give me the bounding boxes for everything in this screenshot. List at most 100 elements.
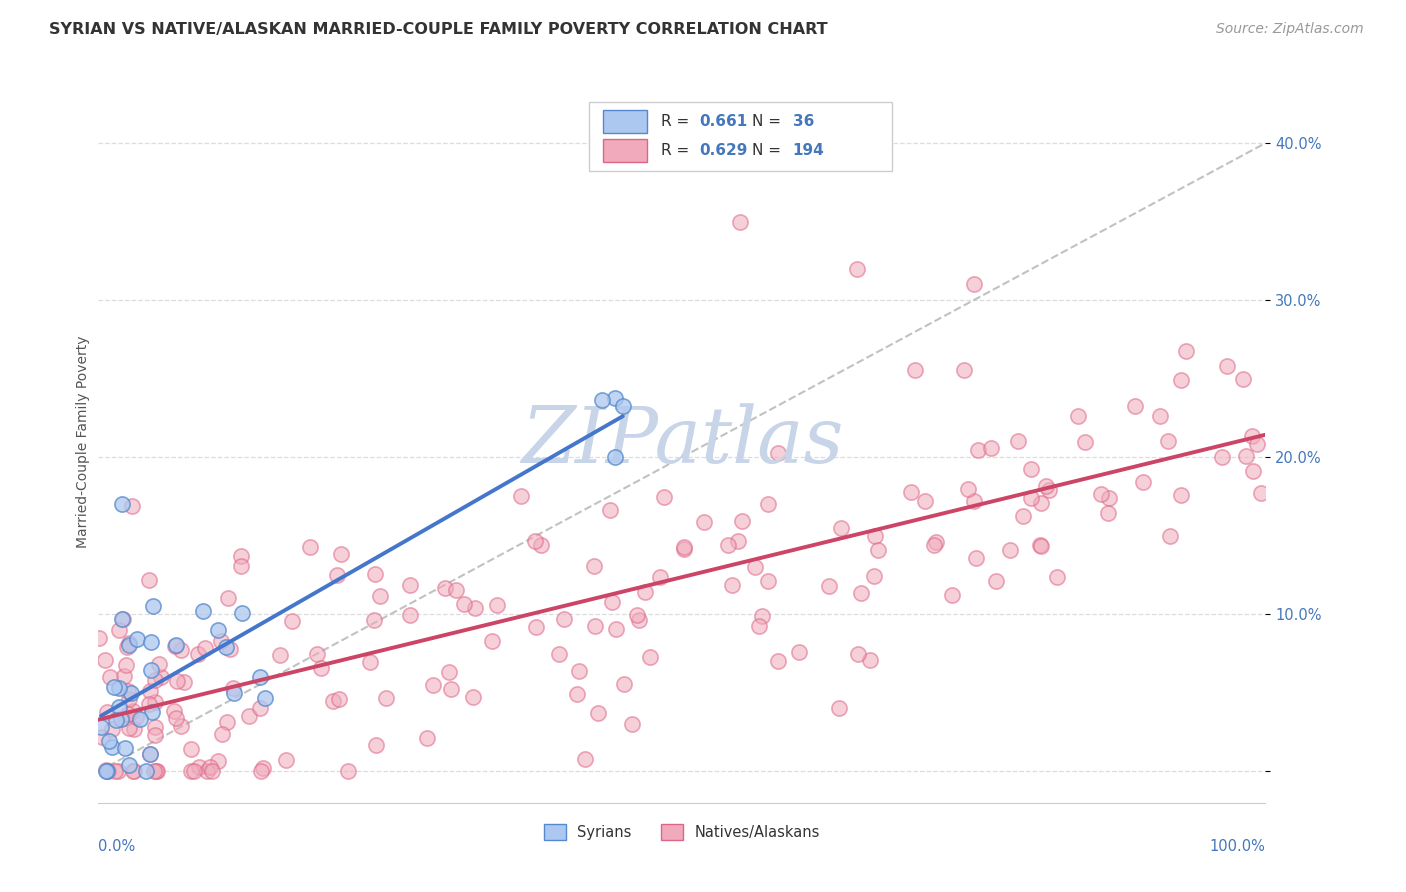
Point [201, 764, 224, 779]
Point [322, 694, 344, 708]
Point [87, 631, 110, 645]
Point [121, 500, 143, 514]
Point [250, 764, 273, 779]
Point [1007, 434, 1029, 449]
Point [207, 754, 229, 768]
Point [166, 674, 188, 689]
Point [914, 494, 936, 508]
Point [904, 363, 927, 377]
Point [238, 709, 260, 723]
Point [730, 214, 752, 228]
Point [1046, 569, 1069, 583]
Point [103, 680, 125, 694]
Point [114, 711, 136, 725]
Point [693, 515, 716, 529]
Point [165, 639, 187, 653]
Point [1175, 344, 1198, 359]
Text: SYRIAN VS NATIVE/ALASKAN MARRIED-COUPLE FAMILY POVERTY CORRELATION CHART: SYRIAN VS NATIVE/ALASKAN MARRIED-COUPLE … [49, 22, 828, 37]
Point [846, 647, 869, 661]
Point [652, 491, 675, 505]
Point [118, 691, 141, 706]
Text: 0.661: 0.661 [699, 114, 748, 129]
Point [366, 739, 388, 753]
Point [254, 690, 277, 705]
Point [195, 764, 218, 779]
Point [183, 764, 205, 779]
Point [1035, 479, 1057, 493]
Point [281, 614, 304, 628]
Point [145, 764, 167, 779]
Point [299, 540, 322, 554]
Text: 36: 36 [793, 114, 814, 129]
Point [953, 363, 976, 377]
Point [751, 609, 773, 624]
Point [249, 670, 271, 684]
Point [180, 741, 202, 756]
Point [143, 695, 166, 709]
Point [217, 591, 239, 605]
Point [122, 704, 145, 718]
Point [941, 588, 963, 602]
Point [568, 664, 591, 678]
Point [524, 533, 547, 548]
Point [328, 691, 350, 706]
Point [599, 503, 621, 517]
Point [966, 443, 988, 458]
Point [145, 764, 167, 779]
Point [141, 706, 163, 720]
Point [111, 497, 134, 511]
Point [229, 549, 252, 563]
Point [640, 649, 662, 664]
Point [120, 686, 142, 700]
Point [1246, 436, 1268, 450]
Bar [603, 139, 647, 162]
Point [553, 612, 575, 626]
Point [231, 606, 253, 620]
Point [1090, 487, 1112, 501]
Bar [603, 110, 647, 133]
Point [863, 568, 886, 582]
Point [789, 645, 811, 659]
Point [107, 764, 129, 779]
Point [859, 653, 882, 667]
Text: ZIPatlas: ZIPatlas [520, 403, 844, 480]
Point [104, 764, 127, 779]
Point [330, 547, 353, 561]
Point [1067, 409, 1090, 423]
Point [104, 714, 127, 728]
Point [849, 586, 872, 600]
Point [125, 632, 148, 647]
Point [863, 529, 886, 543]
Point [463, 690, 485, 704]
Point [276, 753, 298, 767]
Point [96, 764, 118, 779]
Point [121, 764, 143, 779]
Point [922, 538, 945, 552]
Point [363, 566, 385, 581]
Point [756, 574, 779, 588]
Point [756, 498, 779, 512]
Point [582, 558, 605, 573]
Point [399, 577, 422, 591]
Point [433, 582, 456, 596]
Point [510, 489, 533, 503]
Point [96, 705, 118, 719]
Point [830, 521, 852, 535]
Point [603, 450, 626, 464]
Point [111, 612, 134, 626]
Point [170, 643, 193, 657]
Point [673, 541, 696, 555]
Point [139, 635, 162, 649]
Point [530, 538, 553, 552]
Point [217, 714, 239, 729]
Point [1012, 509, 1035, 524]
Text: 0.0%: 0.0% [98, 838, 135, 854]
Point [252, 761, 274, 775]
Point [138, 573, 160, 587]
Point [90, 730, 112, 744]
Point [965, 550, 987, 565]
Point [648, 569, 671, 583]
Point [1157, 434, 1180, 449]
Point [122, 764, 145, 779]
Point [1029, 539, 1052, 553]
